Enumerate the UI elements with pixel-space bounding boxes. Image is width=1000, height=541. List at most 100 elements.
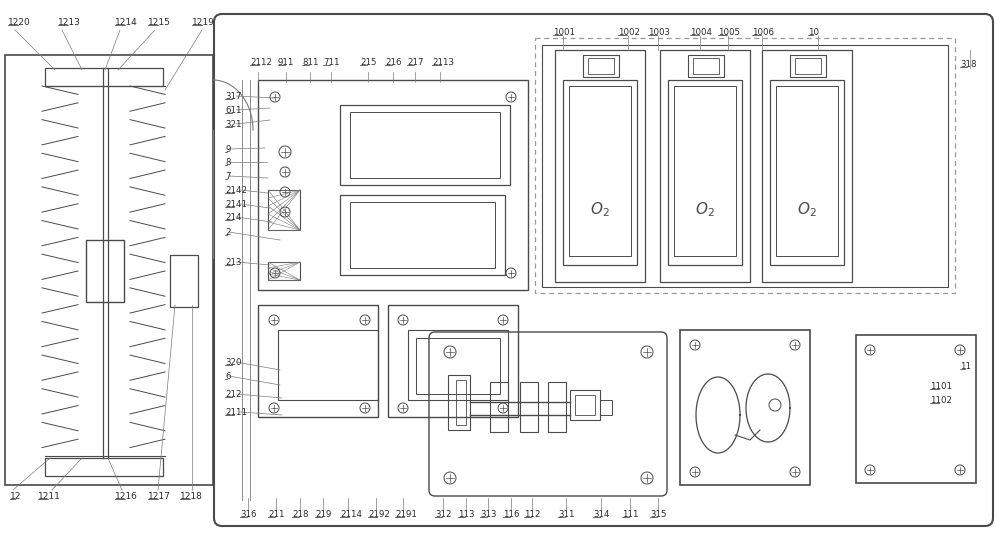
- Bar: [588, 58, 614, 74]
- Text: 1001: 1001: [553, 28, 575, 37]
- Text: 1220: 1220: [8, 18, 31, 27]
- Text: 211: 211: [268, 510, 285, 519]
- Bar: [45, 68, 163, 86]
- Bar: [762, 50, 852, 282]
- Text: 2141: 2141: [225, 200, 247, 209]
- Bar: [268, 190, 300, 230]
- Text: 1216: 1216: [115, 492, 138, 501]
- Text: 312: 312: [435, 510, 452, 519]
- Text: 213: 213: [225, 258, 242, 267]
- Text: 1217: 1217: [148, 492, 171, 501]
- Text: 2142: 2142: [225, 186, 247, 195]
- Text: 1213: 1213: [58, 18, 81, 27]
- Text: 116: 116: [503, 510, 520, 519]
- Bar: [448, 375, 470, 430]
- Bar: [575, 395, 595, 415]
- Text: 2114: 2114: [340, 510, 362, 519]
- Text: 1211: 1211: [38, 492, 61, 501]
- Text: 212: 212: [225, 390, 242, 399]
- Bar: [268, 262, 300, 280]
- Bar: [456, 380, 466, 425]
- Text: 1005: 1005: [718, 28, 740, 37]
- Text: 10: 10: [808, 28, 819, 37]
- Text: 215: 215: [360, 58, 376, 67]
- Text: 313: 313: [480, 510, 496, 519]
- Bar: [569, 86, 631, 256]
- Bar: [776, 86, 838, 256]
- Bar: [668, 80, 742, 265]
- Text: 1215: 1215: [148, 18, 171, 27]
- Text: 12: 12: [10, 492, 21, 501]
- Text: 314: 314: [593, 510, 610, 519]
- Text: 111: 111: [622, 510, 639, 519]
- Bar: [350, 202, 495, 268]
- Bar: [680, 330, 810, 485]
- Text: 1219: 1219: [192, 18, 215, 27]
- Text: 321: 321: [225, 120, 242, 129]
- Text: 2: 2: [225, 228, 230, 237]
- Bar: [688, 55, 724, 77]
- Text: 317: 317: [225, 92, 242, 101]
- Bar: [600, 400, 612, 415]
- Bar: [170, 255, 198, 307]
- Bar: [45, 458, 163, 476]
- Text: 2192: 2192: [368, 510, 390, 519]
- Text: 318: 318: [960, 60, 976, 69]
- Text: 1218: 1218: [180, 492, 203, 501]
- Text: 2191: 2191: [395, 510, 417, 519]
- Bar: [258, 305, 378, 417]
- Bar: [542, 45, 948, 287]
- Text: 320: 320: [225, 358, 242, 367]
- Bar: [340, 105, 510, 185]
- Text: 218: 218: [292, 510, 308, 519]
- Bar: [350, 112, 500, 178]
- Bar: [520, 382, 538, 432]
- Text: 7: 7: [225, 172, 230, 181]
- Text: 1102: 1102: [930, 396, 952, 405]
- Text: 11: 11: [960, 362, 971, 371]
- Text: 1004: 1004: [690, 28, 712, 37]
- Bar: [535, 38, 955, 293]
- Text: 2112: 2112: [250, 58, 272, 67]
- Text: 1214: 1214: [115, 18, 138, 27]
- Text: 811: 811: [302, 58, 318, 67]
- Bar: [278, 330, 378, 400]
- Text: 911: 911: [278, 58, 294, 67]
- Bar: [86, 240, 124, 302]
- Text: 2111: 2111: [225, 408, 247, 417]
- Bar: [856, 335, 976, 483]
- Text: 217: 217: [407, 58, 424, 67]
- Text: 316: 316: [240, 510, 256, 519]
- Bar: [770, 80, 844, 265]
- Bar: [583, 55, 619, 77]
- Text: $O_2$: $O_2$: [590, 201, 610, 219]
- Text: 8: 8: [225, 158, 230, 167]
- Text: 214: 214: [225, 213, 242, 222]
- Bar: [570, 390, 600, 420]
- Bar: [674, 86, 736, 256]
- Bar: [548, 382, 566, 432]
- Text: 611: 611: [225, 106, 242, 115]
- Bar: [258, 80, 528, 290]
- Text: 112: 112: [524, 510, 540, 519]
- Text: 311: 311: [558, 510, 574, 519]
- Text: 6: 6: [225, 372, 230, 381]
- Text: 1002: 1002: [618, 28, 640, 37]
- Bar: [5, 55, 213, 485]
- Text: 2113: 2113: [432, 58, 454, 67]
- Bar: [408, 330, 508, 400]
- Text: 1101: 1101: [930, 382, 952, 391]
- Bar: [388, 305, 518, 417]
- Bar: [555, 50, 645, 282]
- Bar: [693, 58, 719, 74]
- Bar: [563, 80, 637, 265]
- Bar: [416, 338, 500, 394]
- Text: 9: 9: [225, 145, 230, 154]
- Text: 216: 216: [385, 58, 402, 67]
- Bar: [340, 195, 505, 275]
- Text: 1003: 1003: [648, 28, 670, 37]
- Text: 1006: 1006: [752, 28, 774, 37]
- Bar: [790, 55, 826, 77]
- Bar: [490, 382, 508, 432]
- Text: 219: 219: [315, 510, 331, 519]
